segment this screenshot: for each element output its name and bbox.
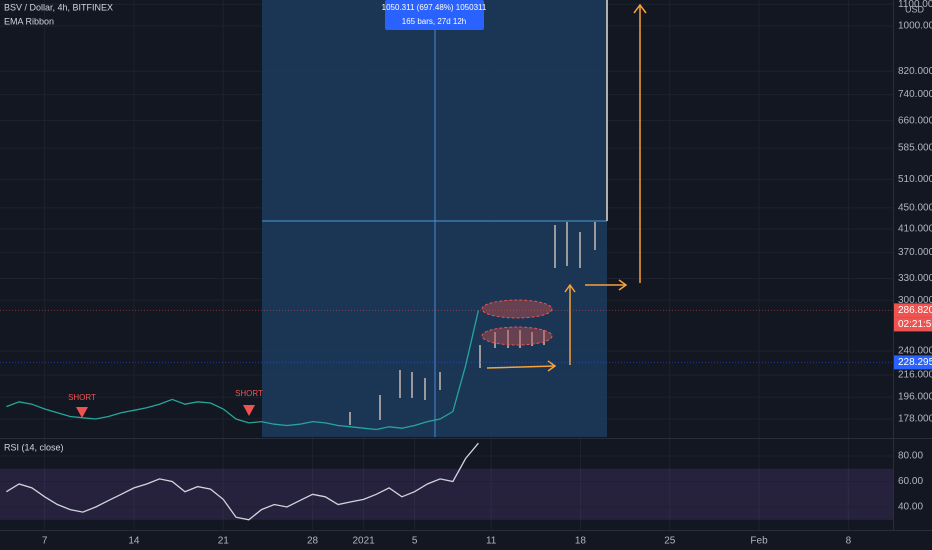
short-marker	[76, 407, 88, 418]
y-tick-label: 510.000	[898, 174, 932, 185]
ghost-bars	[349, 222, 596, 425]
x-tick-label: Feb	[750, 536, 768, 547]
y-tick-label: 216.000	[898, 370, 932, 381]
x-tick-label: 2021	[352, 536, 375, 547]
x-tick-label: 21	[218, 536, 230, 547]
price-label: 286.820	[898, 305, 932, 316]
measure-text: 1050.311 (697.48%) 1050311	[382, 3, 487, 12]
y-tick-label: 60.00	[898, 476, 923, 487]
x-tick-label: 7	[42, 536, 48, 547]
series-line	[6, 310, 480, 431]
y-tick-label: 196.000	[898, 392, 932, 403]
short-marker	[243, 405, 255, 416]
y-tick-label: 1000.000	[898, 21, 932, 32]
y-tick-label: 450.000	[898, 202, 932, 213]
currency: USD	[905, 4, 925, 14]
x-tick-label: 5	[412, 536, 418, 547]
rsi-title: RSI (14, close)	[4, 442, 64, 452]
y-tick-label: 370.000	[898, 247, 932, 258]
y-tick-label: 1100.000	[898, 0, 932, 10]
measure-text: 165 bars, 27d 12h	[402, 17, 467, 26]
x-tick-label: 25	[664, 536, 676, 547]
x-tick-label: 8	[846, 536, 852, 547]
rsi-band	[0, 468, 893, 520]
y-tick-label: 740.000	[898, 89, 932, 100]
highlight-ellipses	[481, 299, 553, 346]
measure-tooltip	[385, 0, 484, 30]
y-tick-label: 660.000	[898, 115, 932, 126]
price-label-box	[894, 303, 932, 318]
y-tick-label: 300.000	[898, 295, 932, 306]
annotation: SHORT	[68, 393, 96, 402]
x-tick-label: 11	[486, 536, 497, 547]
y-tick-label: 240.000	[898, 346, 932, 357]
y-tick-label: 40.00	[898, 502, 923, 513]
arrows	[486, 3, 647, 372]
y-tick-label: 178.000	[898, 414, 932, 425]
y-tick-label: 820.000	[898, 66, 932, 77]
x-tick-label: 14	[128, 536, 140, 547]
annotation: SHORT	[235, 389, 263, 398]
symbol-title: BSV / Dollar, 4h, BITFINEX	[4, 2, 113, 12]
countdown: 02:21:56	[898, 319, 932, 330]
price-label: 228.295	[898, 357, 932, 368]
x-tick-label: 18	[575, 536, 587, 547]
y-tick-label: 410.000	[898, 224, 932, 235]
y-tick-label: 585.000	[898, 143, 932, 154]
countdown-box	[894, 317, 932, 332]
series-line	[6, 442, 479, 521]
y-tick-label: 330.000	[898, 273, 932, 284]
y-tick-label: 80.00	[898, 451, 923, 462]
indicator-title: EMA Ribbon	[4, 16, 54, 26]
x-tick-label: 28	[307, 536, 319, 547]
price-label-box	[894, 355, 932, 370]
